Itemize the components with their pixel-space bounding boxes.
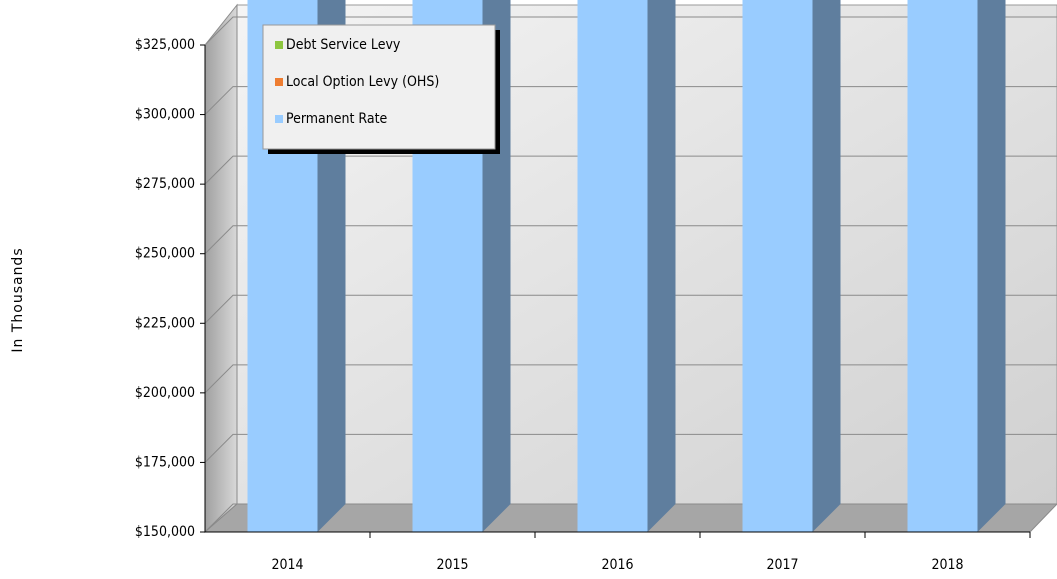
side-wall (204, 3, 238, 534)
bar (742, 0, 813, 532)
y-tick-label: $225,000 (135, 315, 195, 331)
bar (907, 0, 978, 533)
legend-swatch (275, 115, 283, 123)
legend (262, 24, 496, 150)
y-tick-label: $150,000 (135, 524, 195, 540)
bar-side (812, 0, 841, 532)
x-tick-label: 2015 (436, 557, 468, 573)
legend-swatch (275, 78, 283, 86)
legend-label: Permanent Rate (286, 111, 388, 127)
y-tick-label: $300,000 (135, 107, 195, 123)
bar-side (977, 0, 1006, 532)
y-tick-label: $250,000 (135, 246, 195, 262)
x-tick-label: 2016 (601, 557, 633, 573)
y-tick-label: $200,000 (135, 385, 195, 401)
legend-label: Debt Service Levy (286, 37, 401, 53)
bar-side (647, 0, 676, 532)
y-axis-label: In Thousands (10, 247, 26, 352)
legend-label: Local Option Levy (OHS) (286, 74, 439, 90)
y-tick-label: $325,000 (135, 37, 195, 53)
x-tick-label: 2014 (271, 557, 303, 573)
bar (577, 0, 648, 533)
x-tick-label: 2017 (766, 557, 798, 573)
legend-swatch (275, 41, 283, 49)
x-tick-label: 2018 (931, 557, 963, 573)
y-tick-label: $275,000 (135, 176, 195, 192)
y-tick-label: $175,000 (135, 454, 195, 470)
